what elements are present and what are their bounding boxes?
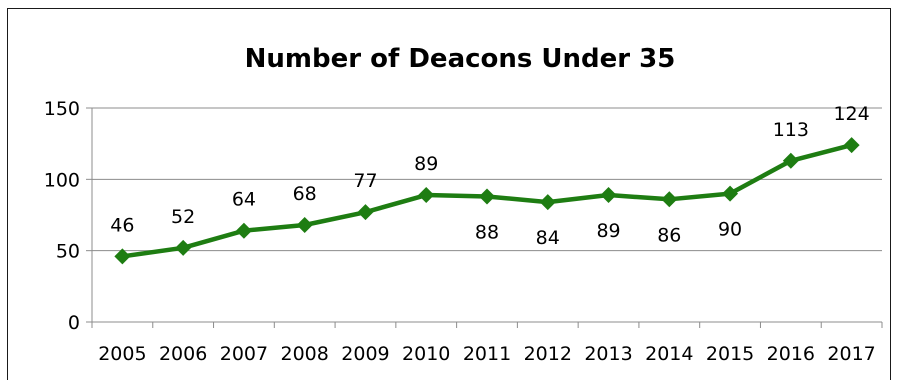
- data-point-marker: [600, 187, 617, 204]
- data-label: 68: [293, 183, 317, 205]
- data-label: 52: [171, 206, 195, 228]
- data-point-marker: [114, 248, 131, 265]
- chart-frame: Number of Deacons Under 35 0 50 100 150 200…: [7, 8, 891, 380]
- data-point-marker: [661, 191, 678, 208]
- x-tick-label: 2012: [524, 343, 572, 365]
- y-tick-label: 0: [68, 312, 80, 334]
- data-label: 64: [232, 189, 256, 211]
- y-tick-labels: 0 50 100 150: [44, 98, 80, 334]
- x-tick-label: 2011: [463, 343, 511, 365]
- y-tick-label: 100: [44, 169, 80, 191]
- x-tick-labels: 2005 2006 2007 2008 2009 2010 2011 2012 2013 2014…: [98, 343, 876, 365]
- gridlines: [92, 107, 882, 252]
- x-tick-label: 2007: [220, 343, 268, 365]
- y-tick-label: 50: [56, 241, 80, 263]
- x-tick-label: 2008: [281, 343, 329, 365]
- data-label: 86: [657, 224, 681, 246]
- data-point-marker: [479, 188, 495, 205]
- x-tick-label: 2005: [98, 343, 146, 365]
- data-point-marker: [539, 194, 556, 211]
- x-tick-label: 2014: [645, 343, 693, 365]
- data-label: 46: [110, 214, 134, 236]
- data-point-marker: [235, 222, 252, 239]
- data-point-marker: [296, 216, 313, 233]
- data-labels: 46 52 64 68 77 89 88 84 89 86 90 113 124: [110, 103, 869, 249]
- chart-title: Number of Deacons Under 35: [245, 44, 676, 74]
- data-point-marker: [357, 204, 374, 221]
- data-point-marker: [418, 187, 435, 204]
- x-tick-label: 2009: [341, 343, 389, 365]
- data-label: 90: [718, 219, 742, 241]
- data-label: 89: [414, 153, 438, 175]
- data-point-marker: [175, 239, 192, 256]
- x-tick-label: 2017: [827, 343, 875, 365]
- data-label: 89: [596, 220, 620, 242]
- data-label: 77: [353, 170, 377, 192]
- data-label: 88: [475, 221, 499, 243]
- y-tick-label: 150: [44, 98, 80, 120]
- data-label: 84: [536, 227, 560, 249]
- series-markers: [114, 137, 860, 265]
- x-tick-label: 2010: [402, 343, 450, 365]
- data-label: 124: [833, 103, 869, 125]
- data-point-marker: [722, 185, 739, 202]
- x-tick-label: 2016: [767, 343, 815, 365]
- data-point-marker: [843, 137, 860, 154]
- data-point-marker: [782, 152, 799, 169]
- axes: [86, 107, 883, 328]
- x-tick-label: 2013: [584, 343, 632, 365]
- x-tick-label: 2006: [159, 343, 207, 365]
- data-label: 113: [773, 119, 809, 141]
- x-tick-label: 2015: [706, 343, 754, 365]
- line-chart: Number of Deacons Under 35 0 50 100 150 200…: [44, 44, 883, 365]
